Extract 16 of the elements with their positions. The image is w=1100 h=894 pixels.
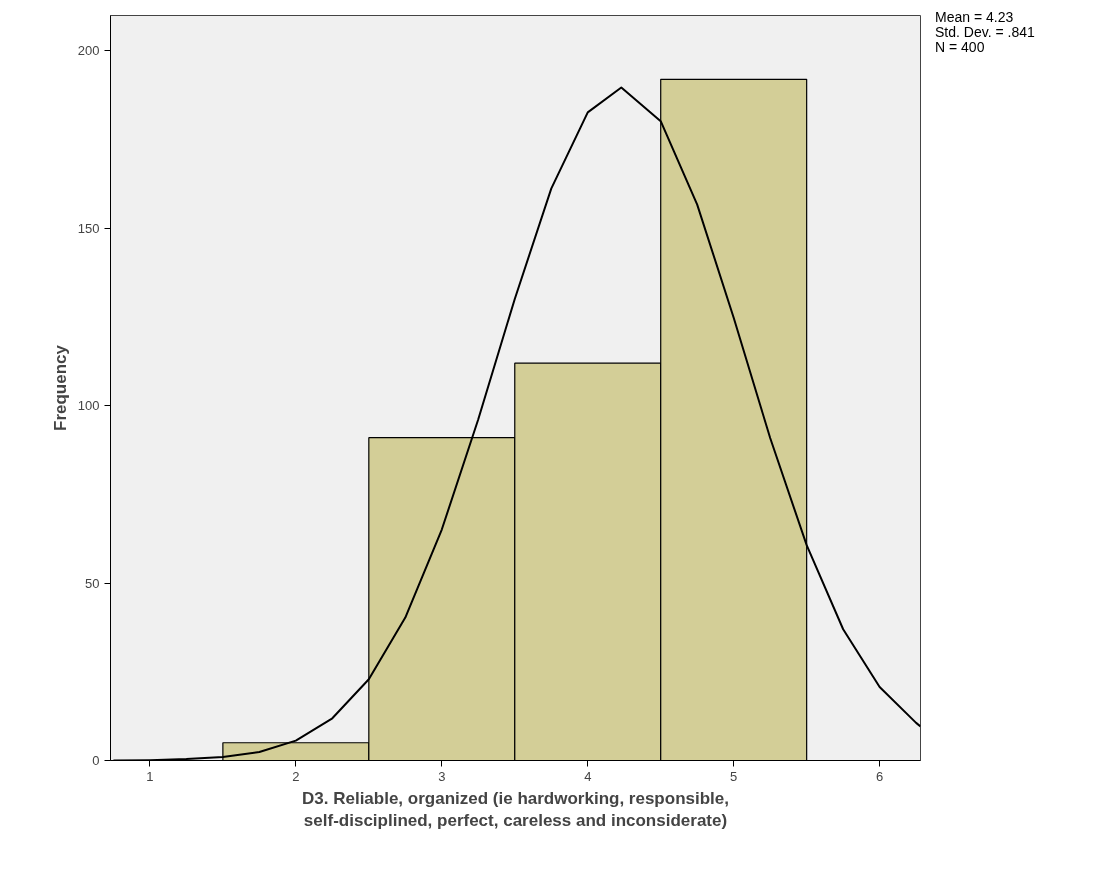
y-tick-label: 50	[85, 575, 100, 591]
text: Std. Dev. = .841	[935, 24, 1035, 40]
x-tick-label: 3	[438, 768, 446, 784]
y-tick-label: 150	[77, 220, 100, 236]
text: Mean = 4.23	[935, 9, 1015, 25]
x-tick-label: 5	[730, 768, 738, 784]
x-axis-title: D3. Reliable, organized (ie hardworking, responsible, self-disciplined, perfect, careless and inconsiderate)	[302, 788, 729, 831]
x-tick-label: 4	[584, 768, 592, 784]
x-tick-label: 2	[292, 768, 300, 784]
x-tick-label: 6	[876, 768, 884, 784]
y-tick-label: 0	[92, 753, 100, 768]
text: N = 400	[935, 39, 986, 55]
x-tick-label: 1	[146, 768, 154, 784]
y-tick-label: 200	[77, 43, 100, 59]
y-axis-title: Frequency	[50, 344, 70, 431]
y-tick-label: 100	[77, 398, 100, 414]
